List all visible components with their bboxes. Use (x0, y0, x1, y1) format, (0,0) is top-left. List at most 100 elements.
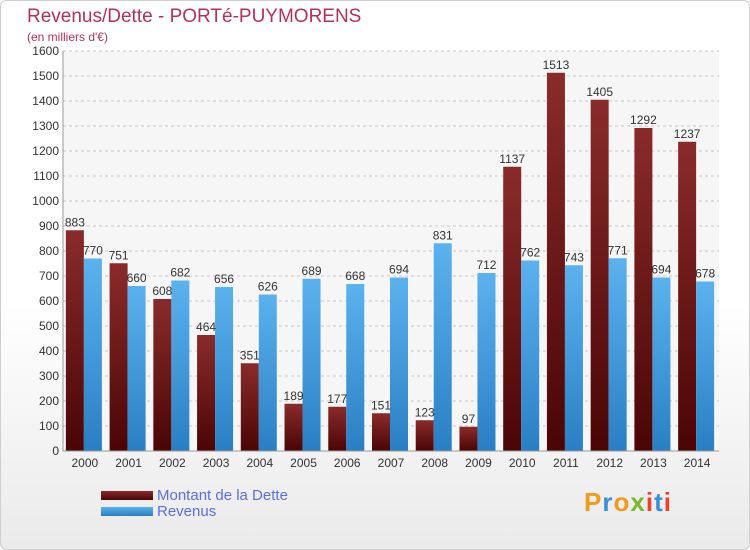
data-label: 682 (170, 266, 190, 280)
y-tick-label: 1600 (32, 44, 59, 58)
logo-letter: x (630, 487, 646, 517)
bar-revenue (477, 273, 496, 451)
data-label: 771 (608, 243, 628, 257)
y-tick-label: 200 (39, 394, 59, 408)
x-tick-label: 2000 (72, 456, 99, 470)
logo-letter: P (584, 487, 603, 517)
y-tick-label: 300 (39, 369, 59, 383)
x-tick-label: 2002 (159, 456, 186, 470)
legend: Montant de la Dette Revenus (101, 486, 288, 520)
bar-debt (284, 403, 303, 451)
y-tick-label: 600 (39, 294, 59, 308)
bar-revenue (608, 258, 627, 451)
x-tick-label: 2009 (465, 456, 492, 470)
data-label: 751 (109, 248, 129, 262)
bar-debt (546, 72, 565, 451)
data-label: 668 (345, 269, 365, 283)
y-tick-label: 900 (39, 219, 59, 233)
data-label: 694 (389, 263, 409, 277)
y-tick-label: 1500 (32, 69, 59, 83)
bar-debt (459, 426, 478, 451)
y-tick-label: 100 (39, 419, 59, 433)
bar-revenue (215, 287, 234, 451)
bar-debt (503, 166, 522, 451)
legend-item-debt: Montant de la Dette (101, 486, 288, 504)
data-label: 1292 (630, 113, 657, 127)
bar-revenue (346, 284, 365, 451)
data-label: 1237 (674, 127, 701, 141)
x-tick-label: 2003 (203, 456, 230, 470)
legend-swatch-debt (101, 490, 153, 500)
data-label: 678 (695, 267, 715, 281)
logo-letter: t (654, 487, 664, 517)
bar-debt (240, 363, 259, 451)
y-tick-label: 1300 (32, 119, 59, 133)
bar-revenue (521, 260, 540, 451)
data-label: 1405 (586, 85, 613, 99)
data-label: 743 (564, 250, 584, 264)
bar-debt (372, 413, 390, 451)
logo-letter: o (613, 487, 631, 517)
proxiti-logo: Proxiti (584, 487, 672, 518)
y-tick-label: 1200 (32, 144, 59, 158)
y-tick-label: 700 (39, 269, 59, 283)
bar-debt (197, 335, 216, 451)
bar-revenue (652, 277, 671, 451)
x-tick-label: 2014 (684, 456, 711, 470)
bar-debt (590, 99, 609, 451)
bar-revenue (258, 294, 277, 451)
y-tick-label: 800 (39, 244, 59, 258)
x-tick-label: 2005 (290, 456, 317, 470)
data-label: 762 (520, 246, 540, 260)
bar-revenue (390, 277, 408, 451)
data-label: 689 (302, 264, 322, 278)
logo-letter: r (602, 487, 614, 517)
bar-debt (328, 406, 347, 451)
legend-label-debt: Montant de la Dette (157, 486, 288, 504)
bar-debt (678, 141, 697, 451)
data-label: 770 (83, 244, 103, 258)
x-tick-label: 2011 (553, 456, 579, 470)
x-tick-label: 2008 (421, 456, 448, 470)
x-tick-label: 2007 (378, 456, 405, 470)
y-tick-label: 1000 (32, 194, 59, 208)
data-label: 151 (371, 398, 391, 412)
x-tick-label: 2006 (334, 456, 361, 470)
data-label: 831 (433, 228, 453, 242)
bar-revenue (302, 278, 321, 451)
chart-title: Revenus/Dette - PORTé-PUYMORENS (27, 6, 362, 27)
bar-debt (109, 263, 128, 451)
data-label: 1513 (543, 58, 570, 72)
data-label: 123 (415, 405, 435, 419)
data-label: 608 (152, 284, 172, 298)
bar-revenue (696, 281, 715, 451)
data-label: 883 (65, 215, 85, 229)
y-tick-label: 500 (39, 319, 59, 333)
logo-letter: i (645, 487, 655, 517)
y-tick-label: 0 (52, 444, 59, 458)
x-tick-label: 2004 (246, 456, 273, 470)
x-tick-label: 2012 (596, 456, 623, 470)
bar-revenue (433, 243, 452, 451)
data-label: 660 (127, 271, 147, 285)
bar-revenue (83, 258, 102, 451)
data-label: 712 (476, 258, 496, 272)
data-label: 464 (196, 320, 216, 334)
bar-debt (153, 299, 172, 451)
legend-swatch-revenue (101, 506, 153, 516)
legend-label-revenue: Revenus (157, 502, 217, 520)
data-label: 97 (462, 412, 476, 426)
y-tick-label: 1400 (32, 94, 59, 108)
bar-debt (65, 230, 84, 451)
chart-subtitle: (en milliers d'€) (27, 30, 108, 44)
bar-revenue (127, 286, 146, 451)
data-label: 177 (327, 392, 347, 406)
data-label: 656 (214, 272, 234, 286)
data-label: 694 (651, 263, 671, 277)
x-tick-label: 2001 (115, 456, 142, 470)
data-label: 189 (284, 389, 304, 403)
x-tick-label: 2010 (509, 456, 536, 470)
y-tick-label: 1100 (33, 169, 59, 183)
